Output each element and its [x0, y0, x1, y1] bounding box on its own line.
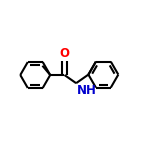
Text: NH: NH [77, 84, 96, 97]
Text: O: O [59, 47, 69, 60]
